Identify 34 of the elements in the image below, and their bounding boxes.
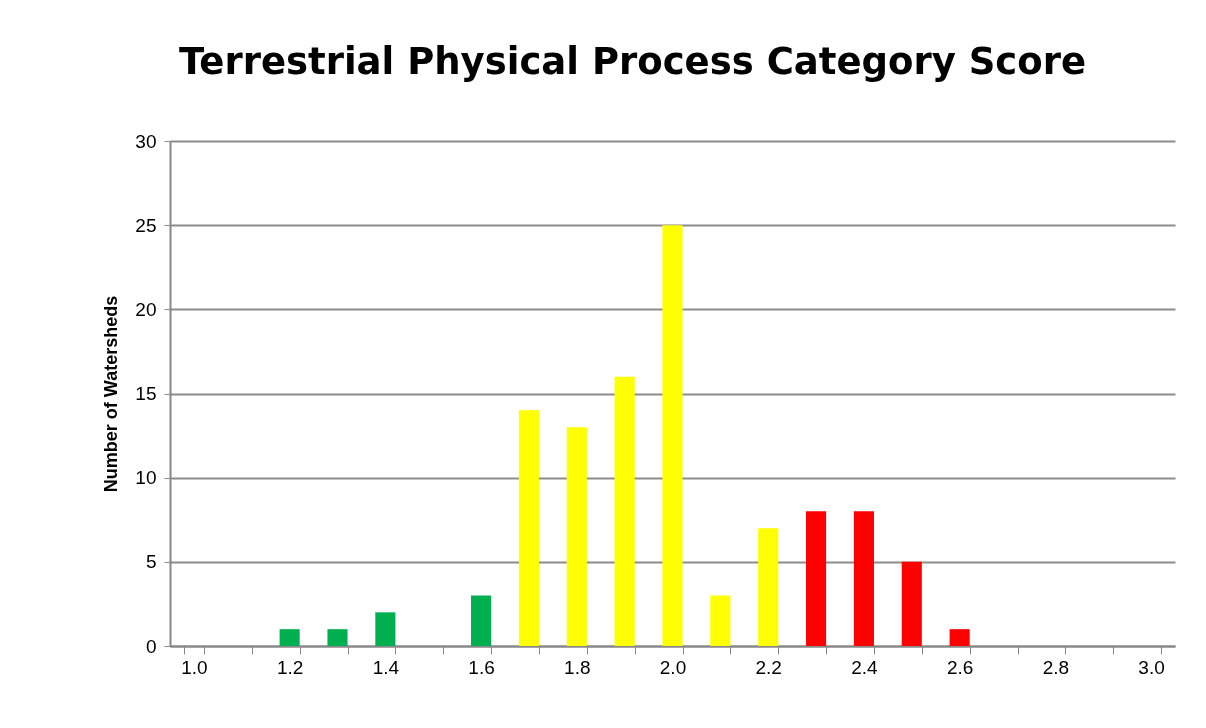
y-tick-label: 10 — [135, 467, 157, 489]
bar — [518, 410, 539, 646]
bar — [853, 511, 874, 646]
bar — [901, 561, 922, 646]
y-tick-label: 25 — [135, 214, 157, 236]
x-tick-label: 2.0 — [659, 656, 687, 678]
bar — [806, 511, 827, 646]
bar — [471, 595, 492, 646]
x-tick-label: 2.6 — [946, 656, 974, 678]
bar — [566, 427, 587, 646]
x-tick-label: 2.2 — [755, 656, 782, 678]
y-tick-label: 15 — [135, 383, 157, 404]
x-tick-label: 1.4 — [372, 656, 400, 678]
bar — [375, 612, 396, 646]
bar — [279, 629, 300, 646]
bar — [949, 629, 970, 646]
y-tick-label: 5 — [145, 551, 157, 573]
chart-title: Terrestrial Physical Process Category Score — [178, 40, 1087, 83]
y-tick-label: 20 — [135, 298, 157, 320]
x-tick-label: 1.0 — [181, 656, 208, 678]
bar — [614, 376, 635, 646]
x-tick-label: 1.2 — [276, 656, 304, 678]
x-tick-label: 1.8 — [564, 656, 591, 678]
x-tick-label: 3.0 — [1138, 656, 1165, 678]
bar — [662, 225, 683, 646]
bar — [758, 528, 779, 646]
x-tick-label: 1.6 — [468, 656, 495, 678]
y-axis-title: Number of Watersheds — [101, 295, 122, 493]
bar — [327, 629, 348, 646]
x-tick-label: 2.8 — [1042, 656, 1070, 678]
y-tick-label: 30 — [135, 130, 157, 152]
bar — [710, 595, 731, 646]
y-tick-label: 0 — [145, 635, 157, 657]
x-tick-label: 2.4 — [851, 656, 879, 678]
